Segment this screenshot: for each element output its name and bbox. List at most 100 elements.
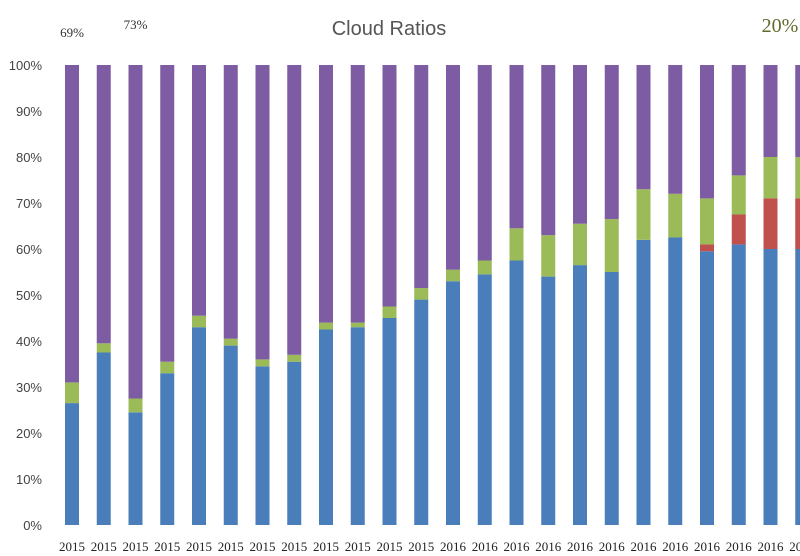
bar-segment-purple <box>224 65 238 339</box>
bar-segment-green <box>224 339 238 346</box>
x-tick-label: 2016 <box>726 539 753 554</box>
annotation-label: 73% <box>124 17 148 32</box>
bar-segment-blue <box>668 238 682 526</box>
bar-segment-blue <box>97 353 111 526</box>
bar-segment-blue <box>319 330 333 526</box>
bar-segment-blue <box>573 265 587 525</box>
bar-segment-green <box>192 316 206 328</box>
bar-segment-purple <box>573 65 587 224</box>
y-tick-label: 30% <box>16 380 42 395</box>
bar-segment-blue <box>510 261 524 526</box>
x-tick-label: 2015 <box>59 539 85 554</box>
bar-segment-green <box>383 307 397 319</box>
bar-segment-green <box>668 194 682 238</box>
bar-segment-purple <box>160 65 174 362</box>
bar-segment-blue <box>541 277 555 525</box>
x-tick-label: 2015 <box>313 539 339 554</box>
bar-segment-purple <box>351 65 365 323</box>
x-tick-label: 2015 <box>250 539 276 554</box>
bar-segment-purple <box>192 65 206 316</box>
bar-segment-green <box>446 270 460 282</box>
bar-segment-green <box>764 157 778 198</box>
x-tick-label: 2016 <box>504 539 531 554</box>
x-tick-label: 2015 <box>91 539 117 554</box>
x-tick-label: 2016 <box>599 539 626 554</box>
bar-segment-green <box>541 235 555 276</box>
bar-segment-purple <box>510 65 524 228</box>
x-tick-label: 2016 <box>631 539 658 554</box>
bar-segment-green <box>256 359 270 366</box>
bar-segment-green <box>732 175 746 214</box>
bar-segment-blue <box>192 327 206 525</box>
annotation-label: 69% <box>60 25 84 40</box>
bar-segment-green <box>65 382 79 403</box>
bar-segment-green <box>795 157 800 198</box>
x-tick-label: 2015 <box>123 539 149 554</box>
y-tick-label: 0% <box>23 518 42 533</box>
x-tick-label: 2015 <box>377 539 403 554</box>
y-tick-label: 10% <box>16 472 42 487</box>
bar-segment-purple <box>129 65 143 399</box>
bar-segment-purple <box>287 65 301 355</box>
bar-segment-blue <box>351 327 365 525</box>
bar-segment-green <box>510 228 524 260</box>
bar-segment-blue <box>700 251 714 525</box>
x-tick-label: 2016 <box>440 539 467 554</box>
bar-segment-purple <box>65 65 79 382</box>
bar-segment-blue <box>383 318 397 525</box>
bar-segment-purple <box>97 65 111 343</box>
bar-segment-green <box>319 323 333 330</box>
x-tick-label: 2016 <box>567 539 594 554</box>
bar-segment-green <box>700 198 714 244</box>
bar-segment-green <box>478 261 492 275</box>
bar-segment-green <box>351 323 365 328</box>
bar-segment-blue <box>160 373 174 525</box>
bar-segment-purple <box>795 65 800 157</box>
bar-segment-purple <box>478 65 492 261</box>
bar-segment-blue <box>795 249 800 525</box>
x-tick-label: 2016 <box>758 539 785 554</box>
bar-segment-blue <box>637 240 651 525</box>
bar-segment-purple <box>541 65 555 235</box>
y-axis: 0% 10% 20% 30% 40% 50% 60% 70% 80% 90% 100% <box>9 58 43 533</box>
y-tick-label: 60% <box>16 242 42 257</box>
y-tick-label: 70% <box>16 196 42 211</box>
bar-segment-red <box>764 198 778 249</box>
bar-segment-blue <box>414 300 428 525</box>
x-tick-label: 2016 <box>789 539 800 554</box>
bar-segment-green <box>637 189 651 240</box>
x-tick-label: 2016 <box>472 539 499 554</box>
x-tick-label: 2015 <box>408 539 434 554</box>
y-tick-label: 50% <box>16 288 42 303</box>
x-tick-label: 2016 <box>694 539 721 554</box>
x-tick-label: 2015 <box>154 539 180 554</box>
bar-segment-green <box>97 343 111 352</box>
bar-segment-blue <box>287 362 301 525</box>
bar-segment-green <box>605 219 619 272</box>
annotation-label: 20% <box>762 15 799 37</box>
x-tick-label: 2015 <box>186 539 212 554</box>
bar-segment-purple <box>319 65 333 323</box>
bar-segment-red <box>700 244 714 251</box>
y-tick-label: 20% <box>16 426 42 441</box>
bar-segment-purple <box>605 65 619 219</box>
bar-segment-red <box>732 215 746 245</box>
x-tick-label: 2016 <box>535 539 562 554</box>
bar-segment-blue <box>65 403 79 525</box>
bars <box>65 65 800 525</box>
x-tick-label: 2015 <box>281 539 307 554</box>
bar-segment-purple <box>414 65 428 288</box>
y-tick-label: 100% <box>9 58 43 73</box>
bar-segment-blue <box>129 412 143 525</box>
bar-segment-blue <box>478 274 492 525</box>
bar-segment-green <box>160 362 174 374</box>
y-tick-label: 90% <box>16 104 42 119</box>
x-tick-label: 2015 <box>218 539 244 554</box>
bar-segment-red <box>795 198 800 249</box>
bar-segment-green <box>129 399 143 413</box>
bar-segment-purple <box>637 65 651 189</box>
bar-segment-blue <box>224 346 238 525</box>
x-tick-label: 2016 <box>662 539 689 554</box>
bar-segment-purple <box>764 65 778 157</box>
